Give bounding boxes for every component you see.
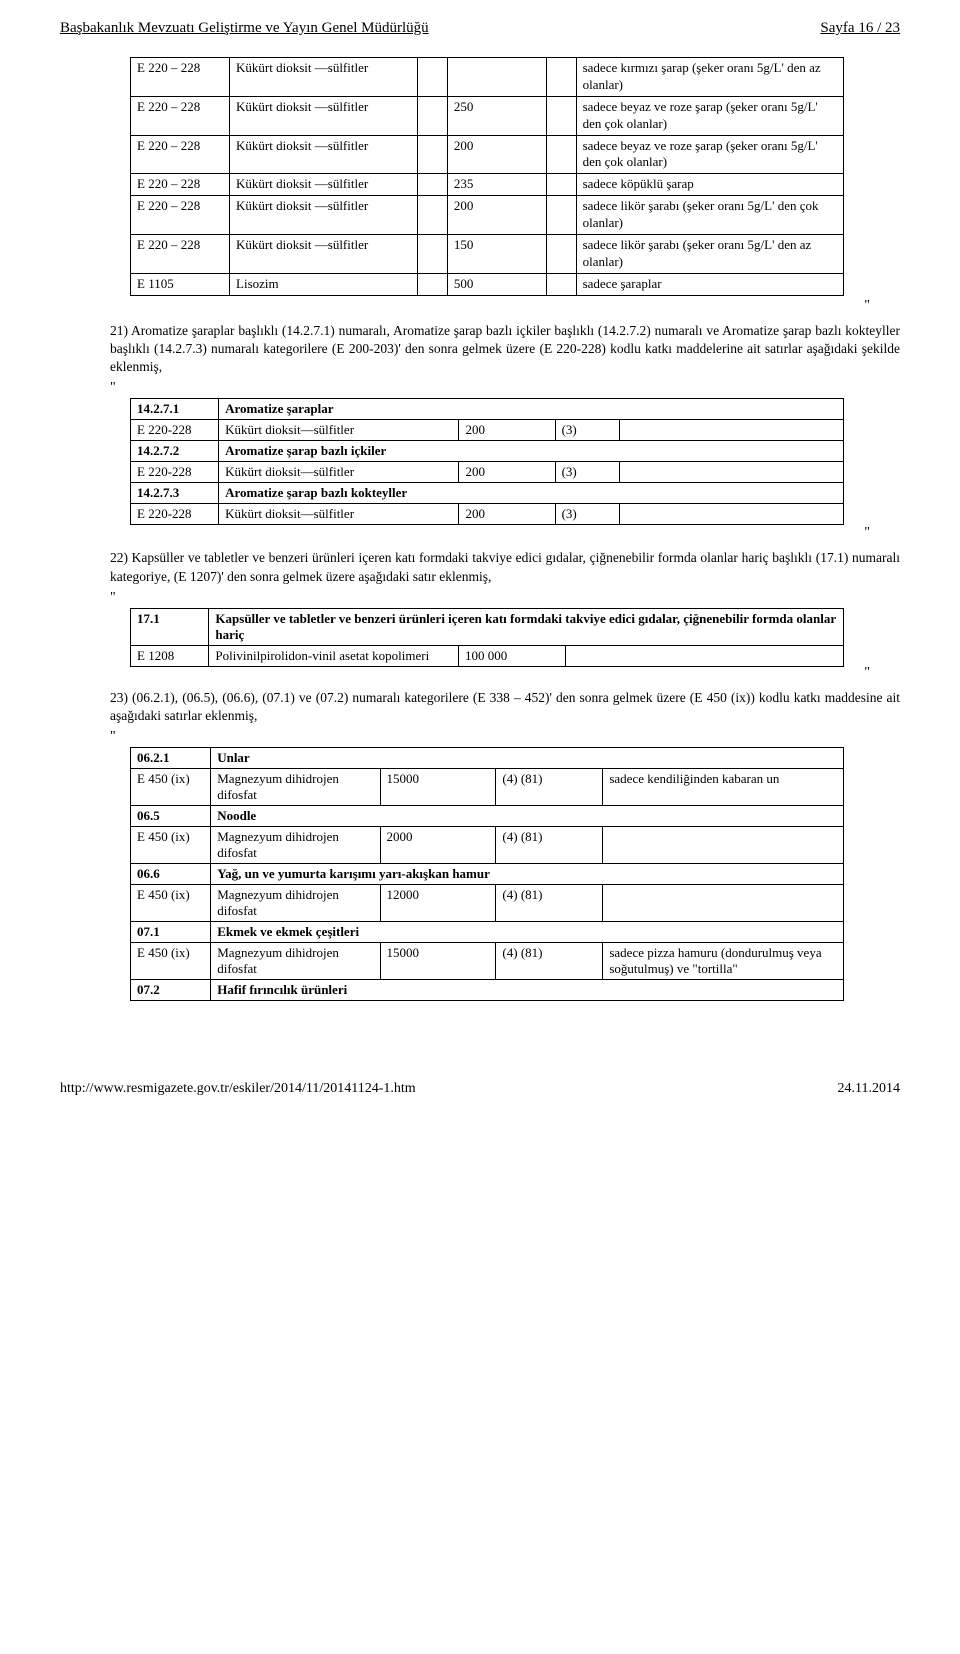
section-header: 07.1Ekmek ve ekmek çeşitleri xyxy=(131,922,844,943)
note: sadece kırmızı şarap (şeker oranı 5g/L' … xyxy=(576,58,843,97)
quote-start: " xyxy=(110,590,900,606)
footer-date: 24.11.2014 xyxy=(838,1081,900,1097)
table-row: E 220 – 228Kükürt dioksit —sülfitler sade… xyxy=(131,58,844,97)
name: Kükürt dioksit —sülfitler xyxy=(230,58,418,97)
table-row: E 220 – 228Kükürt dioksit —sülfitler250s… xyxy=(131,96,844,135)
table-row: E 220 – 228Kükürt dioksit —sülfitler200s… xyxy=(131,135,844,174)
table-row: E 220-228Kükürt dioksit—sülfitler200(3) xyxy=(131,420,844,441)
table-row: E 220-228Kükürt dioksit—sülfitler200(3) xyxy=(131,504,844,525)
header-title: Başbakanlık Mevzuatı Geliştirme ve Yayın… xyxy=(60,20,429,37)
page-footer: http://www.resmigazete.gov.tr/eskiler/20… xyxy=(60,1081,900,1097)
section-header: 17.1Kapsüller ve tabletler ve benzeri ür… xyxy=(131,608,844,645)
quote-end: " xyxy=(60,525,870,541)
quote-start: " xyxy=(110,729,900,745)
quote-start: " xyxy=(110,380,900,396)
section-header: 06.5Noodle xyxy=(131,806,844,827)
kapsul-table: 17.1Kapsüller ve tabletler ve benzeri ür… xyxy=(130,608,844,667)
table-row: E 220 – 228Kükürt dioksit —sülfitler200s… xyxy=(131,196,844,235)
table-row: E 220 – 228Kükürt dioksit —sülfitler235s… xyxy=(131,174,844,196)
table-row: E 450 (ix)Magnezyum dihidrojen difosfat2… xyxy=(131,827,844,864)
table-row: E 220 – 228Kükürt dioksit —sülfitler150s… xyxy=(131,235,844,274)
paragraph-22: 22) Kapsüller ve tabletler ve benzeri ür… xyxy=(110,549,900,585)
section-header: 14.2.7.2Aromatize şarap bazlı içkiler xyxy=(131,441,844,462)
table-row: E 450 (ix)Magnezyum dihidrojen difosfat1… xyxy=(131,769,844,806)
table-row: E 220-228Kükürt dioksit—sülfitler200(3) xyxy=(131,462,844,483)
page-header: Başbakanlık Mevzuatı Geliştirme ve Yayın… xyxy=(60,20,900,37)
section-header: 06.6Yağ, un ve yumurta karışımı yarı-akı… xyxy=(131,864,844,885)
paragraph-21: 21) Aromatize şaraplar başlıklı (14.2.7.… xyxy=(110,322,900,377)
quote-end: " xyxy=(60,298,870,314)
unlar-table: 06.2.1Unlar E 450 (ix)Magnezyum dihidroj… xyxy=(130,747,844,1001)
paragraph-23: 23) (06.2.1), (06.5), (06.6), (07.1) ve … xyxy=(110,689,900,725)
sulfite-table: E 220 – 228Kükürt dioksit —sülfitler sade… xyxy=(130,57,844,296)
section-header: 14.2.7.3Aromatize şarap bazlı kokteyller xyxy=(131,483,844,504)
table-row: E 450 (ix)Magnezyum dihidrojen difosfat1… xyxy=(131,885,844,922)
code: E 220 – 228 xyxy=(131,58,230,97)
table-row: E 1105Lisozim500sadece şaraplar xyxy=(131,273,844,295)
table-row: E 450 (ix)Magnezyum dihidrojen difosfat1… xyxy=(131,943,844,980)
section-header: 06.2.1Unlar xyxy=(131,748,844,769)
section-header: 07.2Hafif fırıncılık ürünleri xyxy=(131,980,844,1001)
quote-end: " xyxy=(60,665,870,681)
amt xyxy=(447,58,546,97)
section-header: 14.2.7.1Aromatize şaraplar xyxy=(131,399,844,420)
footer-url: http://www.resmigazete.gov.tr/eskiler/20… xyxy=(60,1081,416,1097)
table-row: E 1208Polivinilpirolidon-vinil asetat ko… xyxy=(131,645,844,666)
aroma-table: 14.2.7.1Aromatize şaraplar E 220-228Kükü… xyxy=(130,398,844,525)
header-page: Sayfa 16 / 23 xyxy=(820,20,900,37)
